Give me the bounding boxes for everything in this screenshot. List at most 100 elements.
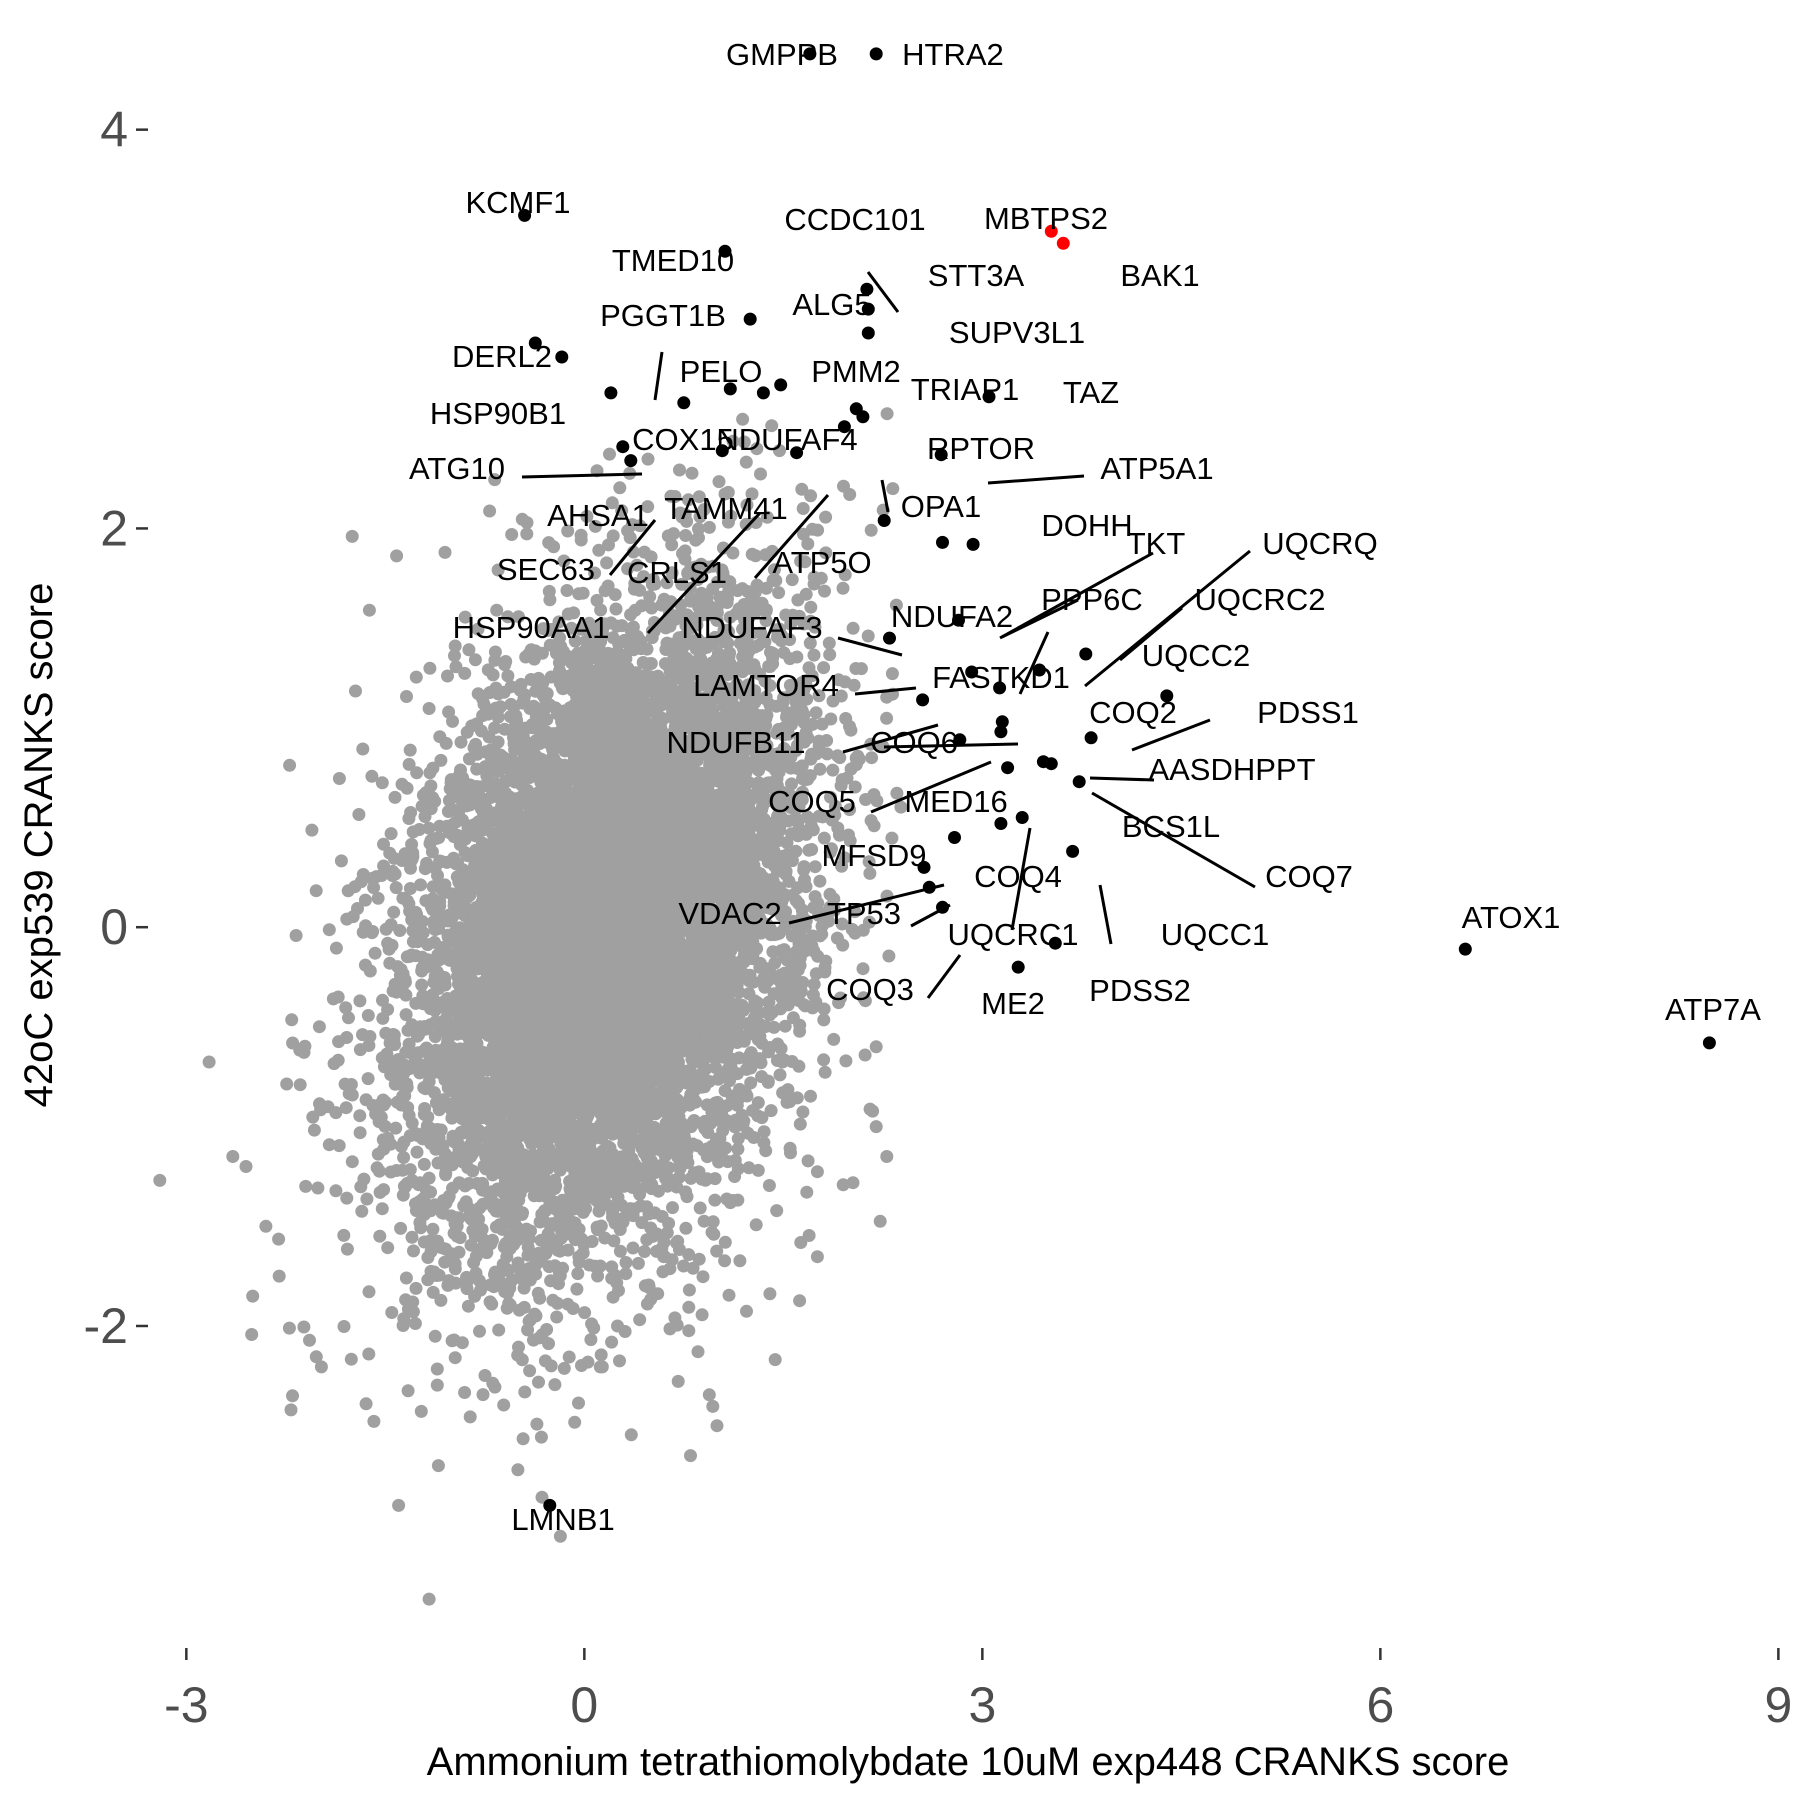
background-point (362, 1285, 376, 1299)
background-point (409, 670, 423, 684)
background-point (638, 1245, 651, 1258)
background-point (656, 1265, 670, 1279)
background-point (501, 610, 515, 624)
background-point (560, 584, 574, 597)
background-point (433, 730, 447, 744)
background-point (804, 489, 818, 503)
background-point (588, 566, 602, 580)
background-point (414, 878, 427, 892)
background-point (521, 1323, 535, 1337)
background-point (401, 1384, 415, 1398)
background-point (373, 1229, 387, 1243)
background-point (373, 1185, 387, 1199)
background-point (710, 601, 724, 615)
background-point (818, 584, 831, 598)
background-point (337, 1228, 351, 1242)
background-point (641, 500, 655, 514)
background-point (450, 961, 464, 975)
background-point (762, 995, 776, 1009)
background-point (600, 556, 614, 570)
background-point (396, 1319, 410, 1332)
background-point (445, 1334, 459, 1348)
background-point (626, 1241, 640, 1255)
background-point (767, 563, 781, 577)
background-point (367, 881, 381, 895)
background-point (285, 1013, 299, 1027)
background-point (448, 1351, 462, 1365)
background-point (568, 634, 582, 648)
background-point (731, 1142, 745, 1156)
background-point (696, 1270, 710, 1284)
background-point (298, 1039, 312, 1053)
background-point (434, 1293, 448, 1307)
background-point (706, 1399, 720, 1413)
background-point (311, 1181, 325, 1195)
background-point (501, 1263, 515, 1277)
background-point (763, 1287, 777, 1301)
background-point (718, 1254, 732, 1268)
background-point (410, 1145, 424, 1159)
background-point (476, 1388, 490, 1402)
background-point (807, 570, 821, 584)
background-point (305, 823, 319, 837)
background-point (430, 1378, 444, 1392)
background-point (309, 884, 323, 898)
background-point (492, 1323, 506, 1337)
background-points (153, 407, 908, 1606)
background-point (625, 518, 639, 532)
background-point (400, 781, 414, 795)
background-point (417, 1157, 431, 1171)
background-point (344, 1352, 358, 1366)
background-point (863, 866, 877, 880)
background-point (731, 1132, 745, 1146)
background-point (591, 1269, 605, 1283)
background-point (422, 821, 436, 835)
background-point (609, 602, 623, 616)
background-point (631, 1256, 645, 1270)
background-point (624, 1428, 638, 1442)
background-point (803, 636, 817, 650)
background-point (381, 1241, 395, 1255)
background-point (403, 882, 417, 895)
background-point (594, 1348, 608, 1362)
background-point (553, 1529, 567, 1543)
background-point (531, 1286, 545, 1300)
background-point (835, 859, 849, 873)
background-point (671, 1374, 685, 1388)
background-point (470, 762, 484, 776)
background-point (736, 412, 750, 426)
background-point (562, 1350, 576, 1364)
background-point (823, 648, 837, 662)
background-point (389, 881, 403, 895)
background-point (759, 1144, 773, 1158)
background-point (826, 763, 840, 777)
background-point (846, 621, 860, 635)
background-point (641, 452, 655, 466)
background-point (342, 1011, 355, 1025)
background-point (355, 1204, 369, 1218)
background-point (451, 893, 464, 907)
background-point (585, 1235, 599, 1248)
background-point (518, 1385, 532, 1399)
background-point (424, 779, 438, 793)
background-point (358, 893, 372, 907)
background-point (329, 1184, 343, 1198)
background-point (890, 786, 904, 800)
background-point (635, 1216, 649, 1230)
background-point (692, 1252, 706, 1266)
background-point (399, 1008, 413, 1022)
background-point (283, 758, 297, 772)
background-point (832, 673, 846, 687)
background-point (367, 1414, 381, 1428)
background-point (772, 586, 786, 600)
background-point (339, 1101, 353, 1115)
background-point (889, 598, 903, 612)
background-point (739, 517, 753, 531)
background-point (568, 1415, 582, 1429)
background-point (805, 843, 819, 856)
background-point (836, 1178, 850, 1192)
background-point (708, 1193, 722, 1207)
background-point (624, 608, 638, 622)
background-point (801, 537, 815, 551)
background-point (389, 1121, 403, 1135)
